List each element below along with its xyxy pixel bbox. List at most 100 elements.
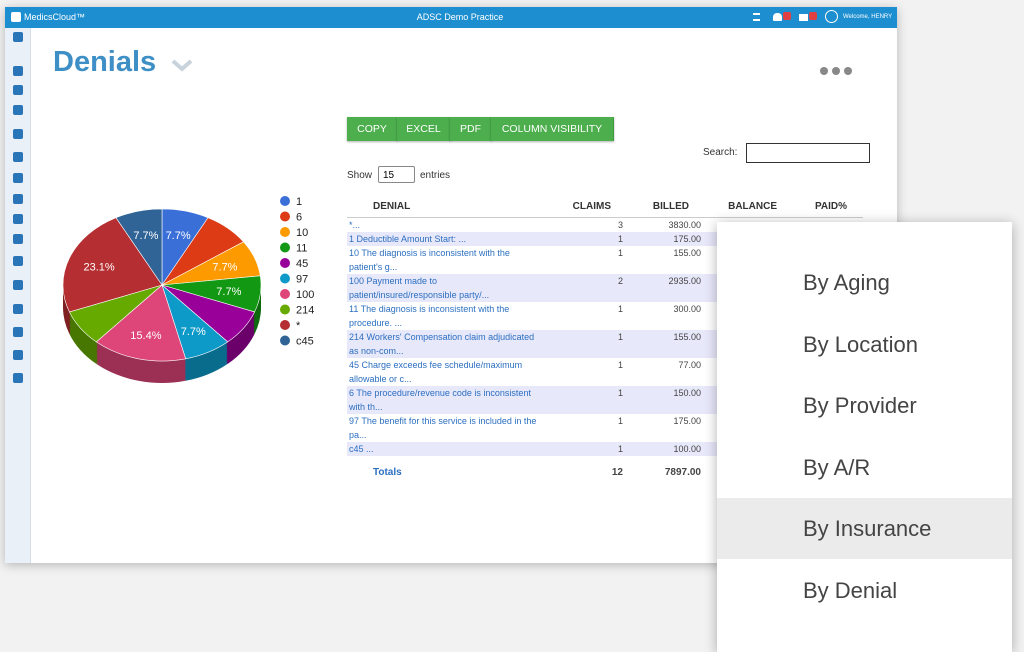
nav-icon[interactable] [13, 66, 23, 76]
legend-label: 45 [296, 258, 308, 270]
slice-label: 7.7% [133, 230, 158, 242]
welcome[interactable]: Welcome, HENRY [843, 14, 893, 20]
search-label: Search: [703, 147, 738, 158]
more-menu[interactable] [818, 64, 858, 78]
claims-cell: 3 [617, 220, 623, 230]
mail-icon[interactable] [799, 14, 808, 21]
brand: MedicsCloud™ [24, 12, 86, 22]
totals-claims: 12 [611, 467, 623, 478]
denial-cell[interactable]: 214 Workers' Compensation claim adjudica… [347, 330, 539, 358]
denial-cell[interactable]: 6 The procedure/revenue code is inconsis… [347, 386, 539, 414]
menu-item[interactable]: By A/R [717, 437, 1012, 498]
menu-item[interactable]: By Provider [717, 375, 1012, 436]
menu-item-label: By Location [803, 331, 918, 357]
avatar[interactable] [825, 10, 838, 23]
menu-item-label: By Insurance [803, 516, 932, 541]
slice-label: 15.4% [130, 330, 161, 342]
billed-cell: 175.00 [627, 232, 705, 246]
nav-icon[interactable] [13, 214, 23, 224]
slice-label: 7.7% [166, 230, 191, 242]
table-row: 45 Charge exceeds fee schedule/maximum a… [347, 358, 863, 386]
table-row: 10 The diagnosis is inconsistent with th… [347, 246, 863, 274]
top-bar: MedicsCloud™ ADSC Demo Practice Welcome,… [5, 7, 897, 28]
menu-item[interactable]: By Aging [717, 252, 1012, 313]
legend-label: * [296, 320, 301, 332]
nav-icon[interactable] [13, 105, 23, 115]
claims-cell: 1 [539, 232, 627, 246]
denial-cell[interactable]: 10 The diagnosis is inconsistent with th… [349, 248, 510, 272]
pie-slice [115, 208, 163, 286]
column-header[interactable]: BILLED [627, 195, 705, 218]
menu-icon[interactable] [753, 13, 760, 21]
button[interactable]: EXCEL [397, 117, 451, 141]
nav-icon[interactable] [13, 173, 23, 183]
sidebar [5, 28, 31, 563]
menu-item-label: By Denial [803, 577, 898, 603]
nav-icon[interactable] [13, 152, 23, 162]
denial-cell[interactable]: 97 The benefit for this service is inclu… [349, 416, 537, 440]
nav-icon[interactable] [13, 85, 23, 95]
show-label: Show [347, 170, 373, 181]
badge [809, 12, 817, 20]
totals-billed: 7897.00 [664, 467, 701, 478]
nav-icon[interactable] [13, 234, 23, 244]
legend-label: 1 [296, 196, 302, 208]
nav-icon[interactable] [13, 350, 23, 360]
legend-label: 100 [296, 289, 314, 301]
denial-cell[interactable]: *... [349, 220, 361, 230]
menu-item[interactable]: By Denial [717, 560, 1012, 621]
menu-item-label: By Provider [803, 393, 917, 418]
nav-icon[interactable] [13, 304, 23, 314]
denial-cell[interactable]: 45 Charge exceeds fee schedule/maximum a… [349, 360, 523, 384]
search-input[interactable] [746, 143, 870, 163]
denial-cell[interactable]: 100 Payment made to patient/insured/resp… [347, 274, 539, 302]
legend-marker [280, 227, 290, 237]
button[interactable]: COPY [347, 117, 398, 141]
pie-slice [95, 284, 187, 362]
nav-icon[interactable] [13, 280, 23, 290]
claims-cell: 1 [539, 442, 627, 456]
denial-cell[interactable]: 11 The diagnosis is inconsistent with th… [349, 304, 510, 328]
slice-label: 7.7% [216, 286, 241, 298]
pie-chart: 7.7% 7.7% 7.7% 7.7% 15.4% 23.1% 7.7% 1 6 10 11 45 97… [62, 196, 314, 383]
legend-label: c45 [296, 336, 314, 348]
legend-label: 11 [296, 243, 307, 255]
billed-cell: 100.00 [627, 442, 705, 456]
table-row: *... 3 3830.00 [347, 218, 863, 233]
denial-cell[interactable]: c45 ... [347, 442, 539, 456]
nav-icon[interactable] [13, 32, 23, 42]
title-chevron[interactable] [170, 56, 194, 74]
legend-marker [280, 258, 290, 268]
header-row: DENIAL CLAIMS BILLED BALANCE PAID% [347, 195, 863, 218]
notification-icon[interactable] [773, 13, 782, 21]
dot [844, 67, 852, 75]
column-header[interactable]: DENIAL [347, 195, 539, 218]
claims-cell: 1 [617, 304, 623, 314]
totals-label: Totals [373, 467, 402, 478]
button[interactable]: COLUMN VISIBILITY [491, 117, 614, 141]
legend-label: 10 [296, 227, 308, 239]
slice-label: 7.7% [212, 262, 237, 274]
nav-icon[interactable] [13, 194, 23, 204]
billed-cell: 3830.00 [668, 220, 701, 230]
legend-marker [280, 304, 290, 315]
page-title: Denials [53, 46, 157, 78]
column-header[interactable]: BALANCE [705, 195, 793, 218]
legend-marker [280, 320, 290, 330]
menu-item[interactable]: By Insurance [717, 498, 1012, 559]
nav-icon[interactable] [13, 129, 23, 139]
nav-icon[interactable] [13, 256, 23, 266]
practice-title: ADSC Demo Practice [416, 12, 504, 22]
column-header[interactable]: CLAIMS [539, 195, 627, 218]
button[interactable]: PDF [450, 117, 492, 141]
billed-cell: 77.00 [678, 360, 701, 370]
nav-icon[interactable] [13, 373, 23, 383]
length-select[interactable]: 15 [378, 166, 415, 183]
legend-marker [280, 335, 290, 346]
nav-icon[interactable] [13, 327, 23, 337]
menu-item[interactable]: By Location [717, 314, 1012, 375]
denial-cell[interactable]: 1 Deductible Amount Start: ... [347, 232, 539, 246]
legend-marker [280, 196, 290, 206]
column-header[interactable]: PAID% [793, 195, 863, 218]
